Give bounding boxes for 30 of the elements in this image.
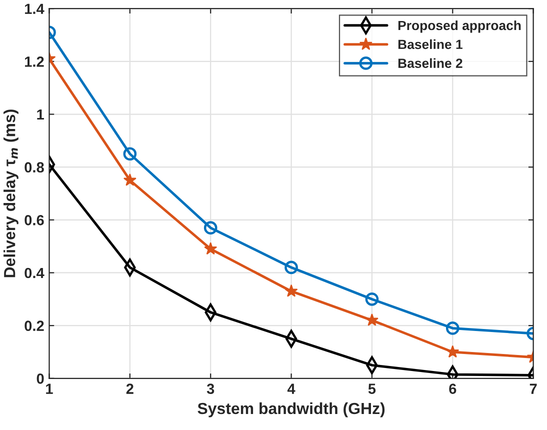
legend-label: Baseline 1 bbox=[398, 39, 462, 50]
y-tick-label: 1.4 bbox=[25, 4, 44, 14]
x-tick-label: 3 bbox=[206, 384, 214, 394]
x-tick-label: 1 bbox=[46, 384, 53, 394]
x-tick-label: 6 bbox=[449, 384, 456, 394]
y-axis-title: Delivery delay τ$_{m}$ (ms) bbox=[4, 110, 18, 278]
legend-label: Baseline 2 bbox=[398, 58, 462, 68]
x-axis-title: System bandwidth (GHz) bbox=[198, 402, 385, 418]
point bbox=[123, 147, 137, 161]
y-tick-label: 1 bbox=[37, 110, 44, 120]
y-tick-label: 0.6 bbox=[24, 215, 44, 226]
x-tick-label: 7 bbox=[530, 384, 537, 394]
point bbox=[284, 260, 298, 274]
point bbox=[446, 322, 460, 335]
y-tick-label: 0.8 bbox=[24, 162, 44, 173]
y-tick-label: 1.2 bbox=[25, 56, 44, 67]
point bbox=[204, 242, 218, 255]
y-tick-label: 0.2 bbox=[24, 320, 44, 331]
x-tick-label: 2 bbox=[126, 384, 134, 394]
point bbox=[284, 284, 298, 297]
point bbox=[446, 345, 460, 358]
x-tick-label: 4 bbox=[287, 384, 296, 394]
point bbox=[365, 292, 379, 306]
y-tick-label: 0.4 bbox=[24, 268, 44, 278]
point bbox=[365, 313, 378, 326]
legend-label: Proposed approach bbox=[398, 20, 521, 33]
x-tick-label: 5 bbox=[368, 384, 376, 394]
point bbox=[123, 173, 136, 186]
y-tick-label: 0 bbox=[36, 374, 44, 384]
point bbox=[204, 221, 218, 235]
